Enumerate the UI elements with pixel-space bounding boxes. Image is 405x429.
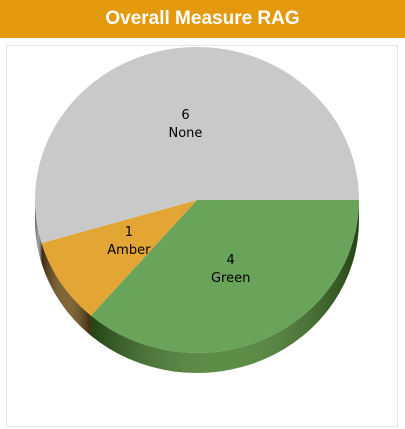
slice [35,47,360,244]
slice-side-shade [90,200,359,373]
slice-value-label: 1 [125,225,133,240]
chart-title: Overall Measure RAG [0,0,405,38]
slice-category-label: None [169,126,203,141]
slice [90,200,359,354]
slice-value-label: 4 [227,253,235,268]
slice-category-label: Green [211,271,250,286]
slice-side-shade [41,243,91,336]
slice-value-label: 6 [181,108,189,123]
slice-category-label: Amber [107,243,151,258]
slice-side-shade [35,200,42,264]
slice [41,200,198,316]
